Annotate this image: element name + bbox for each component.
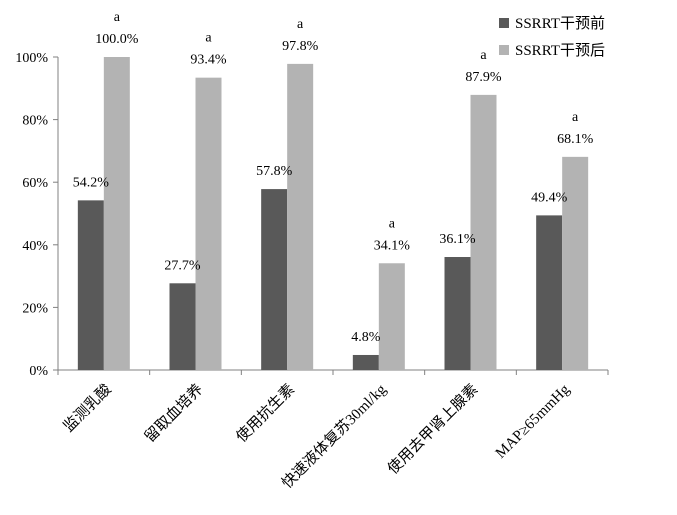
- bar: [287, 63, 314, 371]
- data-label: 93.4%: [190, 53, 227, 68]
- bars: [77, 57, 589, 371]
- y-tick-label: 0%: [29, 364, 48, 379]
- significance-mark: a: [389, 216, 396, 231]
- data-label: 27.7%: [164, 258, 201, 273]
- x-tick-label: 使用抗生素: [233, 381, 298, 446]
- legend: SSRRT干预前 SSRRT干预后: [499, 15, 605, 59]
- bar: [444, 257, 471, 370]
- x-tick-label: 留取血培养: [141, 381, 206, 446]
- data-label: 4.8%: [351, 330, 381, 345]
- x-tick-label: MAP≥65mmHg: [493, 381, 574, 462]
- legend-label: SSRRT干预前: [515, 15, 605, 32]
- x-tick-label: 使用去甲肾上腺素: [384, 381, 481, 478]
- data-label: 34.1%: [374, 238, 411, 253]
- bar: [352, 354, 379, 370]
- y-tick-label: 60%: [22, 176, 48, 191]
- data-labels: 54.2% 27.7% 57.8% 4.8% 36.1% 49.4% 100.0% a 93.4…: [73, 10, 594, 345]
- data-label: 87.9%: [465, 70, 502, 85]
- bar: [470, 94, 497, 371]
- data-label: 57.8%: [256, 164, 293, 179]
- significance-mark: a: [480, 48, 487, 63]
- x-tick-label: 快速液体复苏30ml/kg: [278, 380, 390, 492]
- bar: [195, 77, 222, 371]
- significance-mark: a: [297, 17, 304, 32]
- significance-mark: a: [114, 10, 121, 25]
- data-label: 54.2%: [73, 175, 110, 190]
- x-tick-label: 监测乳酸: [60, 381, 114, 435]
- bar: [261, 189, 288, 370]
- bar: [562, 156, 589, 370]
- data-label: 49.4%: [531, 190, 568, 205]
- bar: [536, 215, 563, 370]
- data-label: 100.0%: [95, 32, 139, 47]
- bar: [378, 263, 405, 370]
- bar: [103, 57, 130, 370]
- legend-label: SSRRT干预后: [515, 42, 605, 59]
- legend-swatch: [499, 45, 509, 55]
- data-label: 97.8%: [282, 39, 319, 54]
- bar: [169, 283, 196, 370]
- bar: [77, 200, 104, 370]
- legend-swatch: [499, 18, 509, 28]
- data-label: 36.1%: [439, 232, 476, 247]
- significance-mark: a: [572, 110, 579, 125]
- y-tick-label: 40%: [22, 239, 48, 254]
- y-tick-label: 100%: [15, 51, 48, 66]
- y-tick-label: 80%: [22, 114, 48, 129]
- significance-mark: a: [205, 31, 212, 46]
- y-tick-label: 20%: [22, 301, 48, 316]
- data-label: 68.1%: [557, 132, 594, 147]
